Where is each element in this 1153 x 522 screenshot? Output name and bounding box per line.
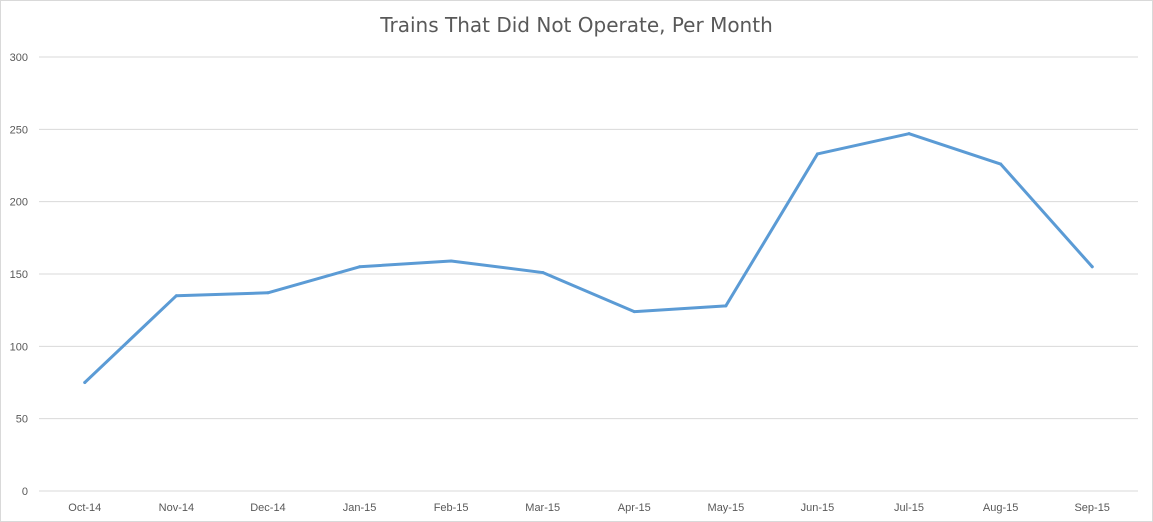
x-tick-label: Mar-15 bbox=[525, 502, 560, 514]
data-point bbox=[449, 259, 453, 263]
data-point bbox=[815, 152, 819, 156]
y-tick-label: 50 bbox=[16, 414, 28, 426]
data-point bbox=[266, 291, 270, 295]
y-tick-label: 150 bbox=[10, 269, 28, 281]
y-tick-label: 100 bbox=[10, 341, 28, 353]
x-tick-label: Jul-15 bbox=[894, 502, 924, 514]
x-tick-label: May-15 bbox=[708, 502, 745, 514]
series-layer bbox=[83, 132, 1094, 384]
data-point bbox=[541, 271, 545, 275]
x-tick-label: Oct-14 bbox=[68, 502, 101, 514]
data-point bbox=[83, 381, 87, 384]
data-point bbox=[1090, 265, 1094, 269]
x-axis-ticks: Oct-14 Nov-14 Dec-14 Jan-15 Feb-15 Mar-15 Apr-… bbox=[68, 502, 1110, 514]
series-line bbox=[83, 132, 1094, 384]
y-tick-label: 0 bbox=[22, 486, 28, 498]
data-point bbox=[358, 265, 362, 269]
y-axis-ticks: 0 50 100 150 200 250 300 bbox=[10, 52, 28, 498]
x-tick-label: Nov-14 bbox=[159, 502, 194, 514]
x-tick-label: Jan-15 bbox=[343, 502, 377, 514]
data-point bbox=[999, 162, 1003, 166]
y-tick-label: 250 bbox=[10, 124, 28, 136]
x-tick-label: Dec-14 bbox=[250, 502, 285, 514]
data-point bbox=[724, 304, 728, 308]
x-tick-label: Aug-15 bbox=[983, 502, 1018, 514]
y-tick-label: 300 bbox=[10, 52, 28, 64]
x-tick-label: Apr-15 bbox=[618, 502, 651, 514]
chart-title: Trains That Did Not Operate, Per Month bbox=[380, 13, 773, 37]
data-point bbox=[632, 310, 636, 314]
data-point bbox=[907, 132, 911, 136]
x-tick-label: Feb-15 bbox=[434, 502, 469, 514]
y-tick-label: 200 bbox=[10, 197, 28, 209]
x-tick-label: Jun-15 bbox=[801, 502, 835, 514]
x-tick-label: Sep-15 bbox=[1074, 502, 1109, 514]
data-point bbox=[174, 294, 178, 298]
gridlines bbox=[39, 56, 1138, 420]
